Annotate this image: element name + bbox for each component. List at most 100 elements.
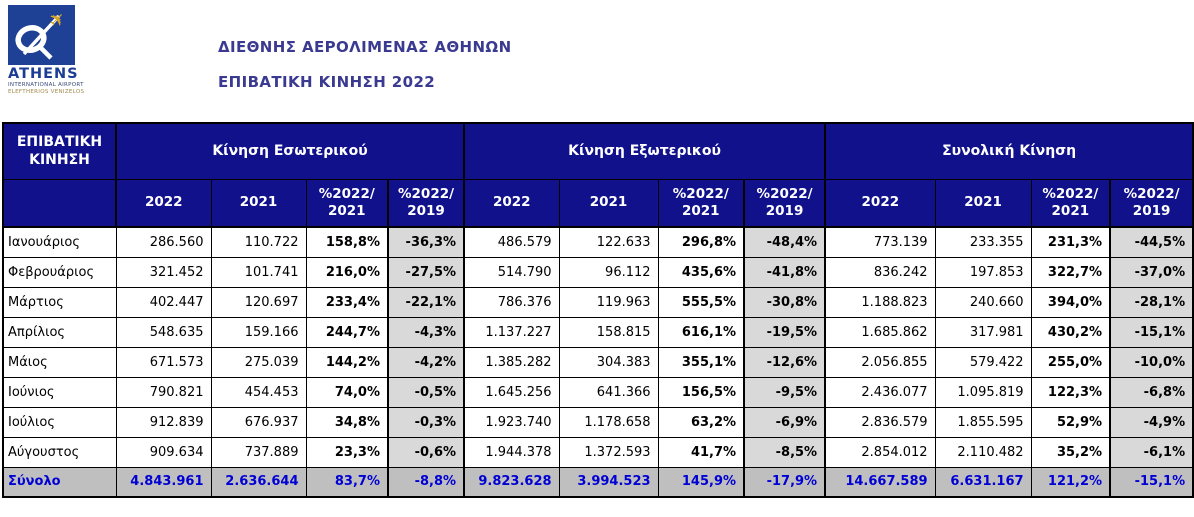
subheader-international-2021: 2021 [558,178,659,228]
total-y2022-cell: 1.188.823 [824,286,936,318]
table-row: Μάρτιος 402.447 120.697 233,4% -22,1% 786.376… [2,286,1194,318]
international-y2021-cell: 96.112 [558,256,659,288]
domestic-y2022-cell: 671.573 [115,346,212,378]
domestic-y2021-cell: 2.636.644 [210,466,307,498]
total-y2021-cell: 317.981 [934,316,1032,348]
international-y2022-cell: 1.137.227 [463,316,560,348]
total-pct-2021-cell: 52,9% [1030,406,1111,438]
international-pct-2021-cell: 555,5% [657,286,745,318]
domestic-y2022-cell: 286.560 [115,226,212,258]
domestic-y2022-cell: 4.843.961 [115,466,212,498]
international-y2021-cell: 158.815 [558,316,659,348]
domestic-pct-2019-cell: -8,8% [386,466,466,498]
domestic-y2021-cell: 737.889 [210,436,307,468]
international-pct-2019-cell: -12,6% [743,346,827,378]
domestic-pct-2021-cell: 158,8% [305,226,389,258]
domestic-y2021-cell: 110.722 [210,226,307,258]
total-y2022-cell: 2.836.579 [824,406,936,438]
total-row: Σύνολο 4.843.961 2.636.644 83,7% -8,8% 9.823.… [2,466,1194,498]
domestic-y2021-cell: 275.039 [210,346,307,378]
international-pct-2019-cell: -19,5% [743,316,827,348]
international-pct-2021-cell: 355,1% [657,346,745,378]
domestic-y2022-cell: 912.839 [115,406,212,438]
airport-logo-icon: ✈ [8,5,75,65]
total-pct-2021-cell: 121,2% [1030,466,1111,498]
international-y2022-cell: 1.923.740 [463,406,560,438]
international-pct-2021-cell: 435,6% [657,256,745,288]
page-subtitle: ΕΠΙΒΑΤΙΚΗ ΚΙΝΗΣΗ 2022 [218,73,436,91]
logo: ✈ ATHENS INTERNATIONAL AIRPORT ELEFTHERI… [8,5,98,95]
international-y2022-cell: 1.385.282 [463,346,560,378]
domestic-pct-2021-cell: 233,4% [305,286,389,318]
logo-subtitle-eleftherios-venizelos: ELEFTHERIOS VENIZELOS [8,88,85,95]
domestic-y2022-cell: 909.634 [115,436,212,468]
domestic-pct-2019-cell: -0,3% [386,406,466,438]
total-y2021-cell: 1.855.595 [934,406,1032,438]
domestic-pct-2019-cell: -22,1% [386,286,466,318]
domestic-pct-2021-cell: 216,0% [305,256,389,288]
total-pct-2021-cell: 231,3% [1030,226,1111,258]
total-y2022-cell: 14.667.589 [824,466,936,498]
corner-header: ΕΠΙΒΑΤΙΚΗ ΚΙΝΗΣΗ [2,122,117,180]
international-y2022-cell: 786.376 [463,286,560,318]
logo-athens-text: ATHENS [8,66,79,82]
international-y2022-cell: 1.944.378 [463,436,560,468]
international-pct-2021-cell: 145,9% [657,466,745,498]
total-y2021-cell: 6.631.167 [934,466,1032,498]
month-label-cell: Μάρτιος [2,286,117,318]
domestic-pct-2021-cell: 244,7% [305,316,389,348]
subheader-domestic-2021: 2021 [210,178,307,228]
subheader-total-pct2021: %2022/2021 [1030,178,1111,228]
international-pct-2019-cell: -9,5% [743,376,827,408]
total-pct-2019-cell: -6,1% [1109,436,1194,468]
total-pct-2019-cell: -28,1% [1109,286,1194,318]
international-pct-2019-cell: -6,9% [743,406,827,438]
domestic-y2022-cell: 321.452 [115,256,212,288]
international-y2022-cell: 1.645.256 [463,376,560,408]
total-pct-2019-cell: -37,0% [1109,256,1194,288]
subheader-international-2022: 2022 [463,178,560,228]
passenger-traffic-table: ΕΠΙΒΑΤΙΚΗ ΚΙΝΗΣΗ Κίνηση Εσωτερικού Κίνησ… [2,122,1194,498]
total-y2021-cell: 240.660 [934,286,1032,318]
subheader-domestic-pct2021: %2022/2021 [305,178,389,228]
subheader-domestic-pct2019: %2022/2019 [386,178,466,228]
group-header-domestic: Κίνηση Εσωτερικού [114,122,465,180]
international-y2021-cell: 3.994.523 [558,466,659,498]
domestic-y2021-cell: 120.697 [210,286,307,318]
total-label-cell: Σύνολο [2,466,117,498]
total-y2021-cell: 1.095.819 [934,376,1032,408]
total-y2022-cell: 1.685.862 [824,316,936,348]
report-titles: ΔΙΕΘΝΗΣ ΑΕΡΟΛΙΜΕΝΑΣ ΑΘΗΝΩΝ ΕΠΙΒΑΤΙΚΗ ΚΙΝ… [218,38,512,91]
table-row: Απρίλιος 548.635 159.166 244,7% -4,3% 1.137.2… [2,316,1194,348]
total-pct-2019-cell: -6,8% [1109,376,1194,408]
international-pct-2019-cell: -17,9% [743,466,827,498]
total-y2022-cell: 2.436.077 [824,376,936,408]
month-label-cell: Ιανουάριος [2,226,117,258]
international-y2022-cell: 9.823.628 [463,466,560,498]
table-row: Ιούνιος 790.821 454.453 74,0% -0,5% 1.645.256… [2,376,1194,408]
international-pct-2021-cell: 296,8% [657,226,745,258]
month-label-cell: Φεβρουάριος [2,256,117,288]
month-label-cell: Μάιος [2,346,117,378]
international-y2021-cell: 122.633 [558,226,659,258]
domestic-pct-2019-cell: -0,5% [386,376,466,408]
domestic-y2021-cell: 454.453 [210,376,307,408]
domestic-y2021-cell: 676.937 [210,406,307,438]
international-y2022-cell: 514.790 [463,256,560,288]
domestic-pct-2021-cell: 34,8% [305,406,389,438]
domestic-y2022-cell: 402.447 [115,286,212,318]
total-y2021-cell: 579.422 [934,346,1032,378]
domestic-pct-2021-cell: 74,0% [305,376,389,408]
month-label-cell: Ιούνιος [2,376,117,408]
page-title: ΔΙΕΘΝΗΣ ΑΕΡΟΛΙΜΕΝΑΣ ΑΘΗΝΩΝ [218,38,512,56]
international-y2021-cell: 119.963 [558,286,659,318]
subheader-international-pct2021: %2022/2021 [657,178,745,228]
month-label-cell: Αύγουστος [2,436,117,468]
logo-subtitle-international-airport: INTERNATIONAL AIRPORT [8,82,84,89]
group-header-international: Κίνηση Εξωτερικού [463,122,826,180]
total-pct-2019-cell: -15,1% [1109,466,1194,498]
total-y2022-cell: 836.242 [824,256,936,288]
domestic-y2021-cell: 101.741 [210,256,307,288]
subheader-total-pct2019: %2022/2019 [1109,178,1194,228]
table-row: Ιούλιος 912.839 676.937 34,8% -0,3% 1.923.740… [2,406,1194,438]
